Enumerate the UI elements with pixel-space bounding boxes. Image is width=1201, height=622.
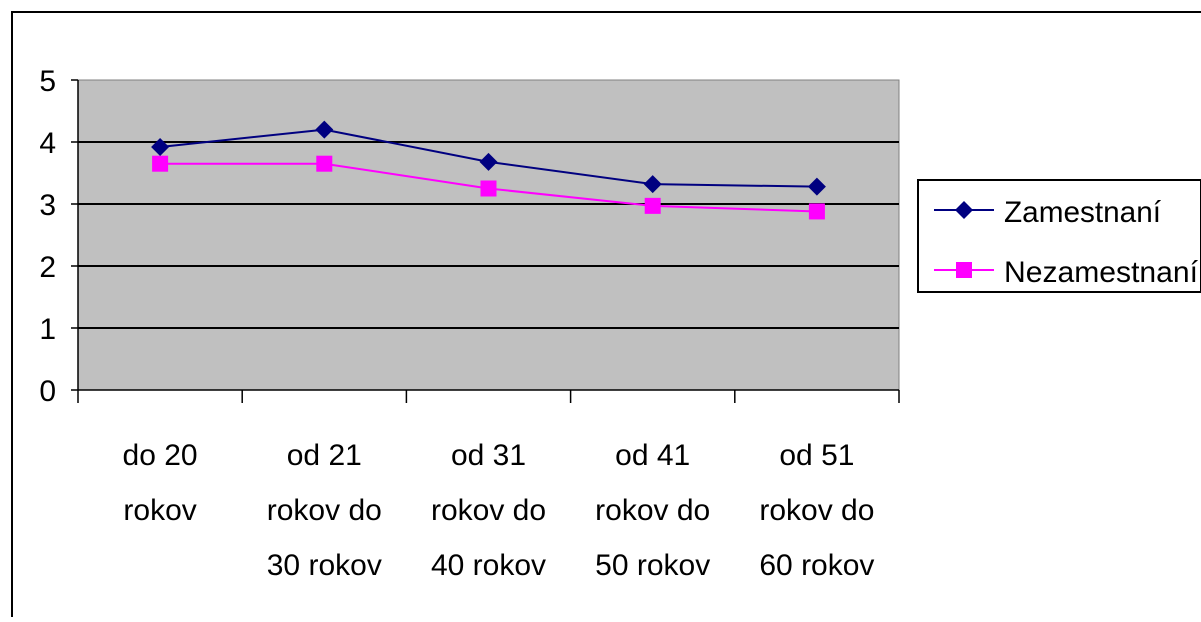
data-point-nezamestnani	[152, 155, 169, 172]
x-tick-label: od 21 rokov do 30 rokov	[267, 439, 382, 582]
y-tick-label: 5	[39, 65, 56, 98]
series-lines	[151, 120, 826, 220]
chart-outer-border	[11, 11, 1201, 617]
data-point-nezamestnani	[644, 197, 661, 214]
x-tick-label: od 51 rokov do 60 rokov	[759, 439, 874, 582]
data-point-nezamestnani	[480, 180, 497, 197]
y-tick-label: 1	[39, 313, 56, 346]
data-point-zamestnani	[643, 175, 662, 194]
data-point-zamestnani	[315, 120, 334, 139]
y-tick-label: 0	[39, 375, 56, 408]
axes: 0 1 2 3 4 5 do 20 rokov od 21 rokov do 30 rokov od …	[39, 65, 900, 582]
x-tick-label: od 41 rokov do 50 rokov	[595, 439, 710, 582]
legend-marker-nezamestnani	[956, 262, 972, 278]
data-point-nezamestnani	[316, 155, 333, 172]
y-tick-label: 4	[39, 127, 56, 160]
x-tick-label: od 31 rokov do 40 rokov	[431, 439, 546, 582]
legend-label-nezamestnani: Nezamestnaní	[1004, 256, 1199, 289]
legend-label-zamestnani: Zamestnaní	[1004, 196, 1162, 229]
y-tick-label: 2	[39, 251, 56, 284]
data-point-nezamestnani	[808, 203, 825, 220]
data-point-zamestnani	[807, 177, 826, 196]
y-tick-label: 3	[39, 189, 56, 222]
data-point-zamestnani	[151, 137, 170, 156]
x-tick-label: do 20 rokov	[123, 439, 198, 527]
legend: Zamestnaní Nezamestnaní	[917, 179, 1201, 293]
data-point-zamestnani	[479, 152, 498, 171]
legend-marker-zamestnani	[955, 201, 973, 219]
plot-area	[77, 79, 900, 391]
